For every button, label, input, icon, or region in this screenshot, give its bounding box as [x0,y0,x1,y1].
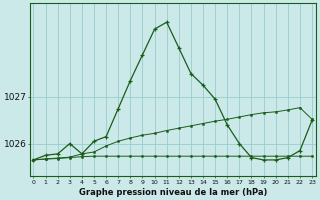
X-axis label: Graphe pression niveau de la mer (hPa): Graphe pression niveau de la mer (hPa) [79,188,267,197]
